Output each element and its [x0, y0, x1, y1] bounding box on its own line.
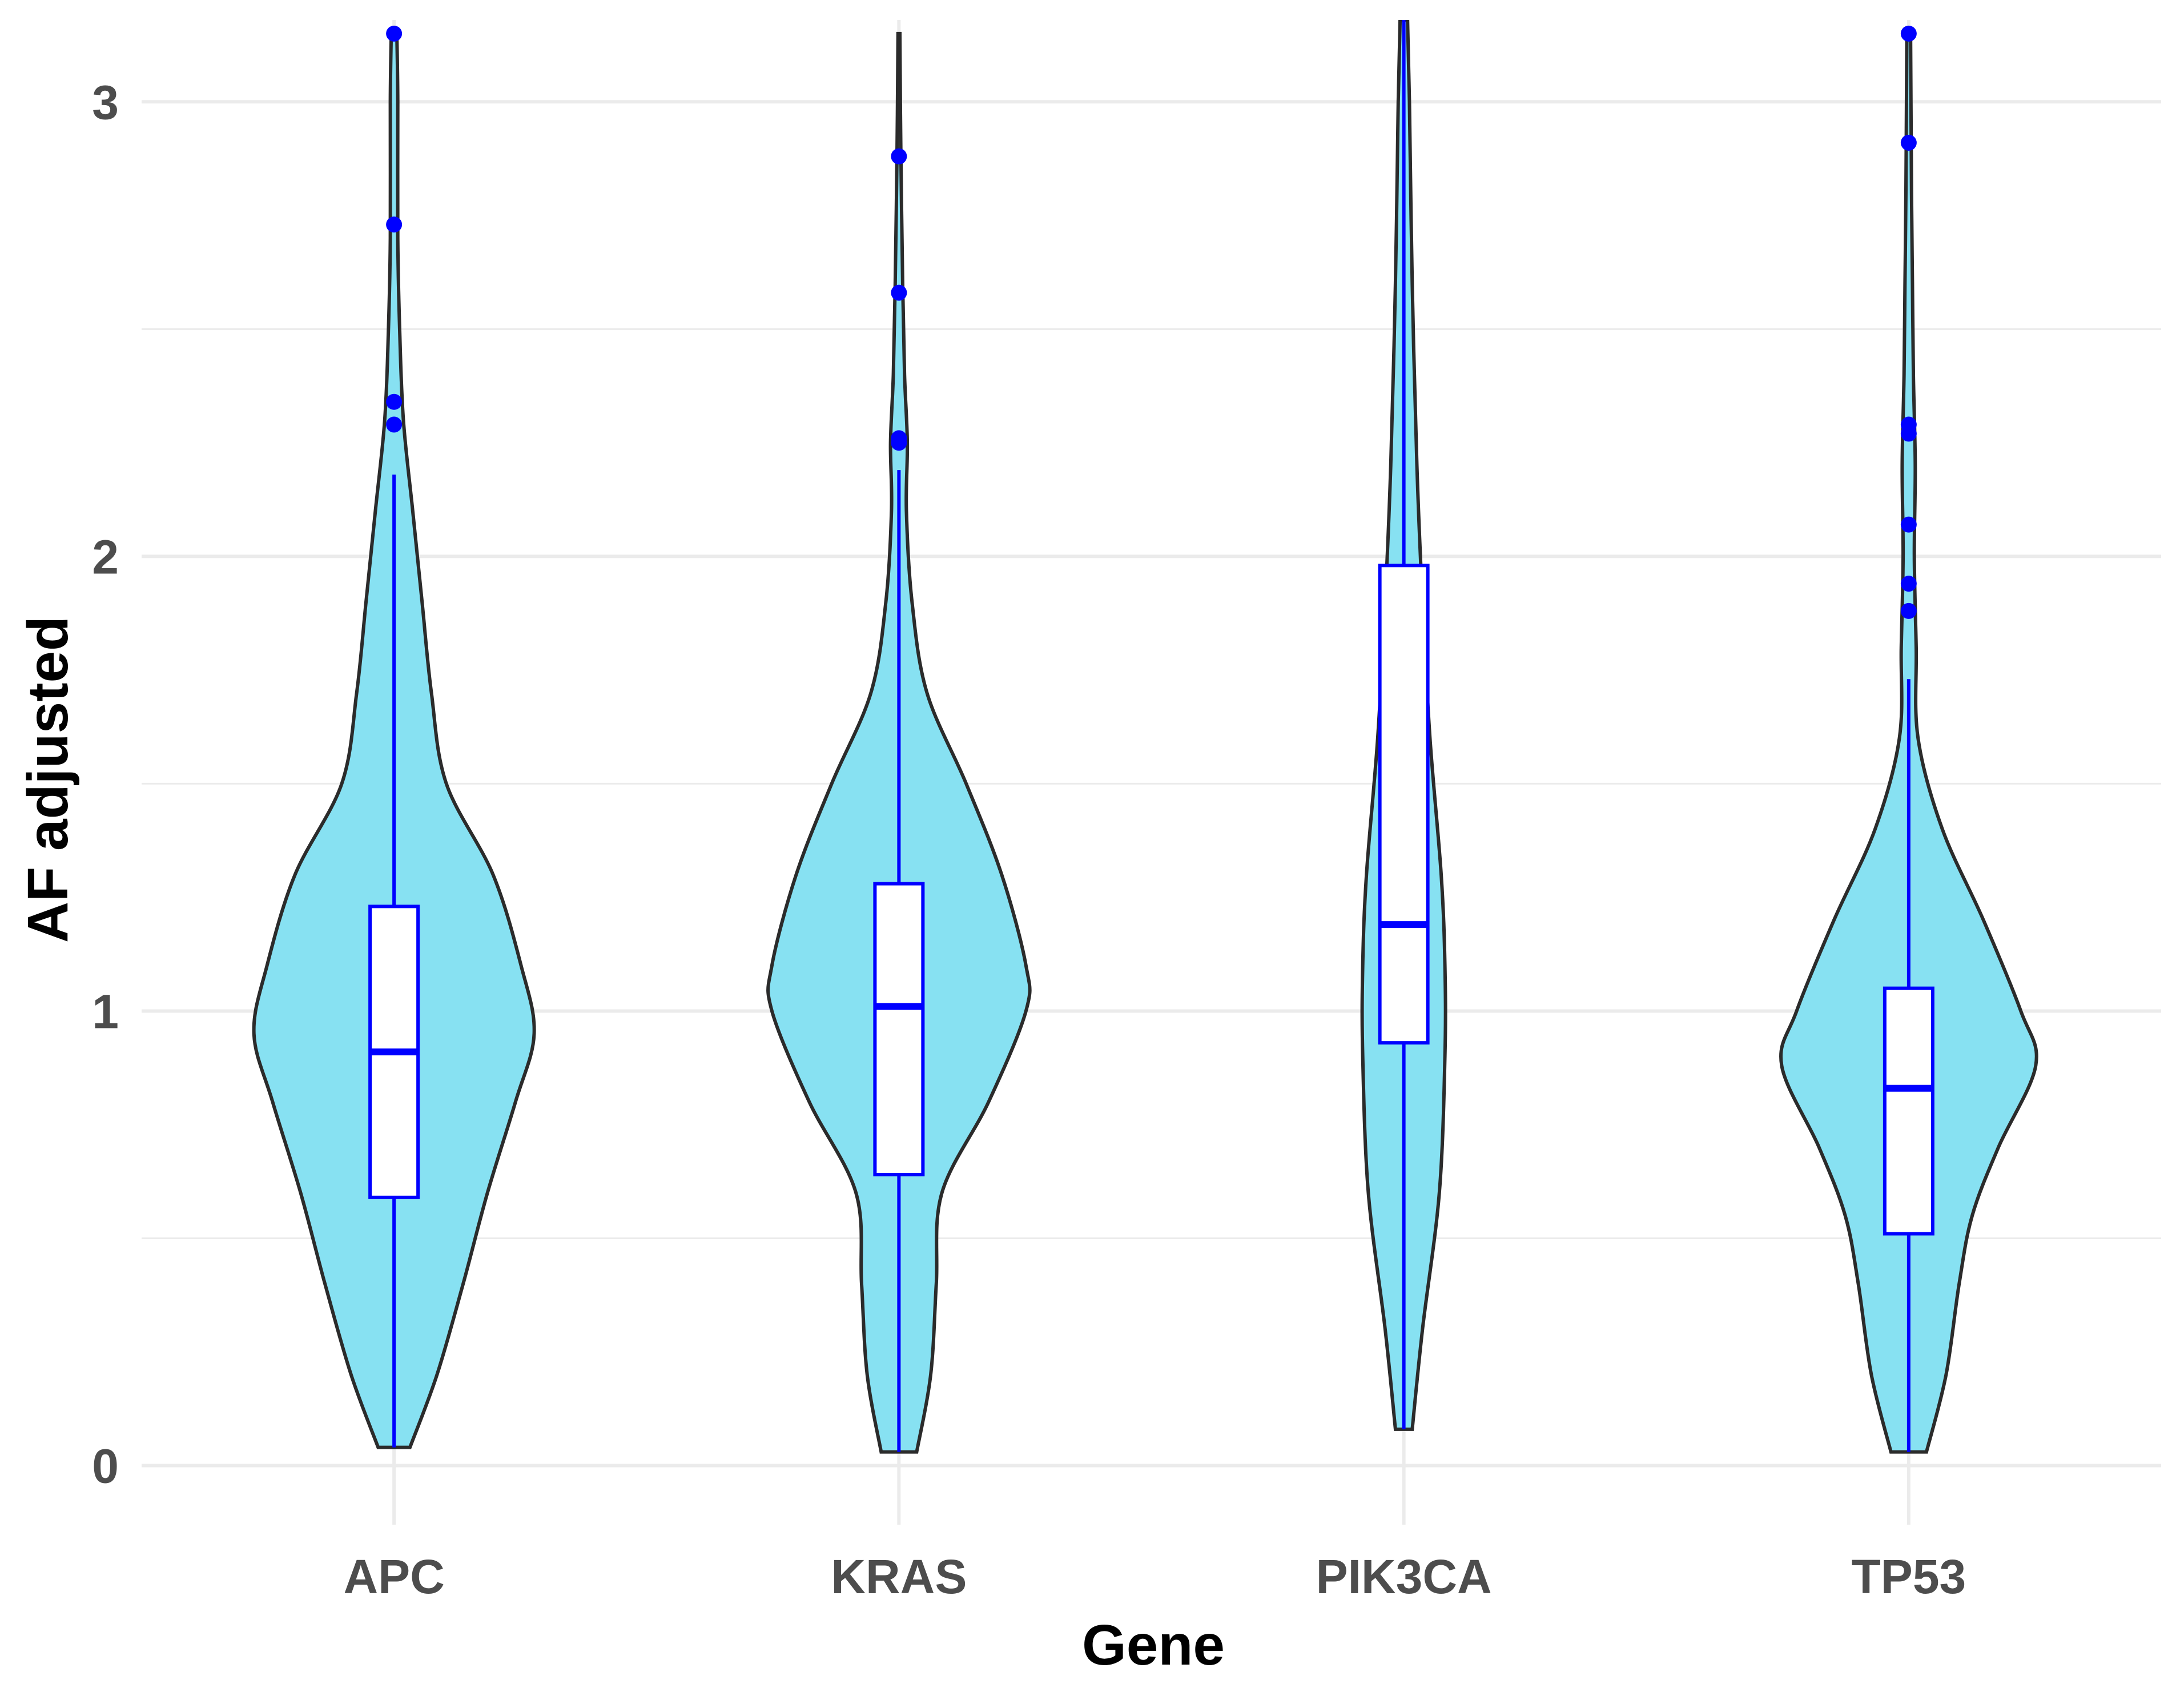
box-tp53 [1883, 986, 1934, 1236]
outlier-point [386, 216, 403, 233]
box-kras [873, 882, 925, 1177]
y-tick-label: 0 [92, 1440, 119, 1493]
box-pik3ca [1378, 564, 1430, 1045]
outliers [386, 25, 1917, 619]
tick-labels: 0 1 2 3 APC KRAS PIK3CA TP53 [92, 75, 1966, 1603]
violins [252, 20, 2038, 1454]
y-axis-title: AF adjusted [16, 616, 80, 943]
outlier-point [386, 25, 403, 42]
outlier-point [1900, 602, 1917, 619]
outlier-point [1900, 425, 1917, 442]
y-tick-label: 1 [92, 984, 119, 1038]
outlier-point [1900, 516, 1917, 533]
outlier-point [1900, 25, 1917, 42]
x-tick-label: APC [343, 1550, 444, 1603]
outlier-point [891, 435, 907, 451]
outlier-point [1900, 134, 1917, 151]
x-tick-label: PIK3CA [1316, 1550, 1492, 1603]
boxplots [368, 20, 1934, 1452]
outlier-point [386, 416, 403, 433]
outlier-point [1900, 576, 1917, 592]
outlier-point [891, 148, 907, 164]
outlier-point [891, 284, 907, 301]
y-tick-label: 3 [92, 75, 119, 129]
x-axis-title: Gene [1082, 1613, 1225, 1677]
x-tick-label: KRAS [831, 1550, 967, 1603]
outlier-point [386, 393, 403, 410]
y-tick-label: 2 [92, 530, 119, 584]
x-tick-label: TP53 [1851, 1550, 1966, 1603]
